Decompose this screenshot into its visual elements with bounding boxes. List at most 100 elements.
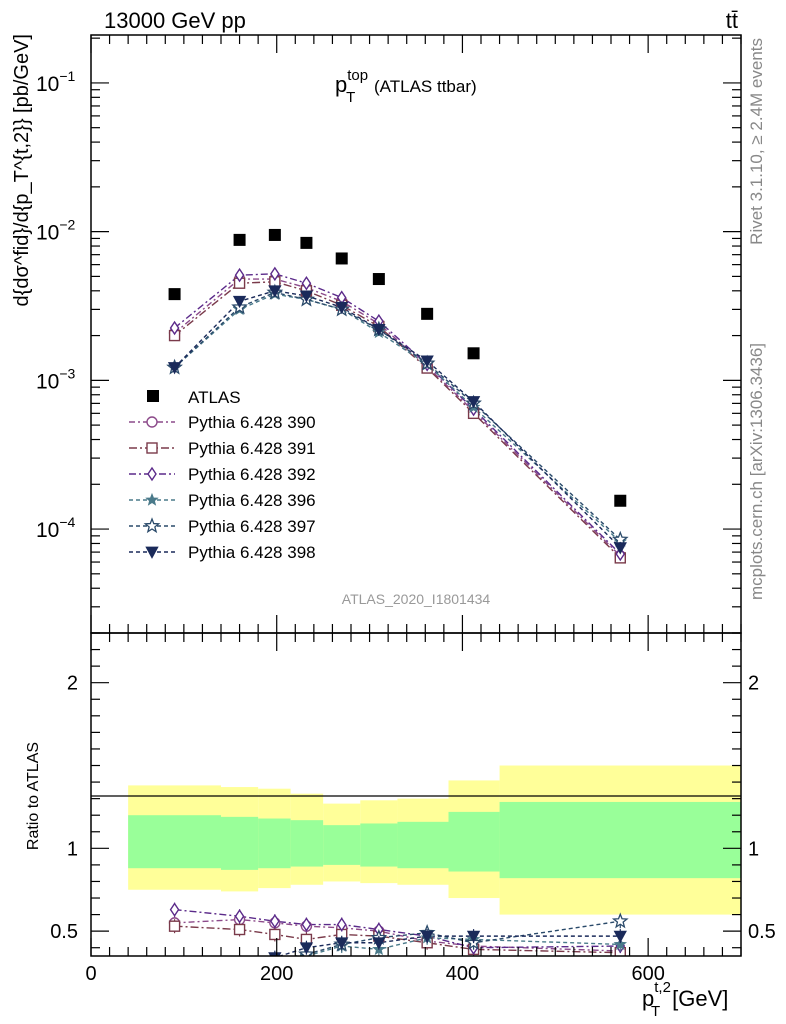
header-right: tt̄	[726, 8, 738, 33]
ratio-panel-frame	[90, 632, 742, 957]
legend-marker	[146, 442, 158, 454]
legend-label: Pythia 6.428 396	[188, 491, 316, 510]
series-point	[335, 301, 349, 315]
ratio-tick-label-right: 2	[748, 673, 759, 695]
ratio-point	[335, 937, 349, 950]
ratio-point	[269, 928, 281, 941]
atlas-point	[467, 347, 480, 360]
legend-label: Pythia 6.428 398	[188, 543, 316, 562]
y-tick-label: 10−4	[36, 514, 76, 542]
ratio-point	[239, 955, 240, 956]
ratio-point	[420, 930, 434, 943]
ratio-point	[613, 937, 628, 951]
ratio-series-markers	[168, 902, 629, 970]
atlas-point	[268, 228, 281, 241]
x-axis-label: pt,2 T[GeV]	[642, 979, 728, 1020]
band-green-bin	[360, 823, 398, 867]
ratio-point	[169, 959, 181, 970]
y-tick-labels: 10−1 10−2 10−3 10−4	[36, 68, 76, 542]
legend-label: Pythia 6.428 391	[188, 439, 316, 458]
band-green-bin	[397, 821, 449, 869]
ratio-tick-label-left: 2	[67, 673, 78, 695]
atlas-point	[168, 288, 181, 301]
ratio-tick-label-right: 0.5	[748, 921, 776, 943]
x-tick-label: 0	[85, 963, 96, 985]
y-tick-label: 10−3	[36, 365, 76, 393]
band-green-bin	[323, 825, 361, 865]
ratio-axis-label: Ratio to ATLAS	[25, 742, 42, 850]
ratio-point	[372, 937, 386, 950]
legend-label: Pythia 6.428 390	[188, 413, 316, 432]
ratio-point	[613, 930, 627, 943]
header-left: 13000 GeV pp	[104, 8, 246, 33]
ratio-series-line	[301, 937, 621, 956]
series-point	[466, 396, 481, 409]
series-point	[270, 266, 280, 282]
legend-label: Pythia 6.428 397	[188, 517, 316, 536]
legend-label: Pythia 6.428 392	[188, 465, 316, 484]
band-green-bin	[448, 811, 500, 872]
series-point	[268, 285, 282, 298]
band-green-bin	[258, 818, 291, 869]
ratio-tick-labels: 0.5 0.5 1 1 2 2	[50, 673, 776, 943]
ratio-point	[268, 952, 282, 956]
y-axis-label: d{dσ^fid}/d{p_T^{t,2}} [pb/GeV]	[11, 34, 33, 306]
ratio-tick-label-left: 0.5	[50, 921, 78, 943]
legend-marker	[147, 466, 157, 482]
legend-marker	[146, 416, 158, 428]
series-point	[169, 320, 180, 336]
ratio-bands	[128, 765, 741, 915]
ratio-point	[336, 917, 347, 932]
atlas-point	[300, 236, 313, 249]
ratio-point	[270, 913, 280, 929]
uncertainty-band-green	[128, 801, 741, 879]
series-point	[372, 324, 386, 337]
series-point	[167, 362, 182, 375]
series-point	[232, 295, 247, 309]
ratio-axis-ticks	[90, 632, 742, 956]
ratio-point	[611, 912, 629, 929]
ratio-tick-label-right: 1	[748, 838, 759, 860]
legend-atlas-label: ATLAS	[188, 388, 241, 407]
band-green-bin	[290, 820, 324, 867]
series-line	[174, 281, 621, 559]
ratio-point	[169, 902, 180, 917]
ratio-point	[301, 917, 312, 932]
x-tick-label: 600	[631, 963, 664, 985]
series-point	[613, 542, 627, 555]
mcplots-label: mcplots.cern.ch [arXiv:1306.3436]	[747, 343, 766, 600]
legend-marker	[145, 492, 159, 506]
legend-atlas-marker	[147, 390, 159, 402]
atlas-point	[372, 273, 385, 286]
atlas-data-points	[168, 228, 627, 507]
band-green-bin	[128, 815, 221, 869]
chart-title: ptop T (ATLAS ttbar)	[335, 67, 477, 106]
ratio-point	[169, 958, 180, 969]
ratio-series-line	[277, 935, 621, 956]
ratio-tick-label-left: 1	[67, 838, 78, 860]
atlas-point	[233, 233, 246, 246]
rivet-label: Rivet 3.1.10, ≥ 2.4M events	[747, 38, 766, 245]
band-green-bin	[221, 816, 259, 870]
ratio-point	[168, 920, 181, 932]
series-line	[174, 278, 621, 557]
atlas-point	[614, 494, 627, 507]
x-tick-label: 400	[446, 963, 479, 985]
legend-marker	[143, 517, 161, 534]
ratio-point	[234, 908, 245, 924]
x-tick-label: 200	[260, 963, 293, 985]
ratio-point	[174, 955, 175, 956]
series-point	[301, 275, 312, 291]
ratio-point	[299, 942, 314, 955]
ratio-point	[234, 958, 246, 969]
atlas-point	[421, 307, 434, 320]
main-series-markers	[166, 266, 629, 564]
band-green-bin	[499, 801, 741, 879]
ratio-series-line	[174, 925, 621, 954]
series-point	[234, 267, 245, 283]
y-tick-label: 10−2	[36, 217, 76, 245]
ratio-point	[238, 953, 241, 956]
legend: ATLAS Pythia 6.428 390 Pythia 6.428 391 Pyt…	[129, 388, 316, 562]
ratio-point	[466, 930, 481, 943]
